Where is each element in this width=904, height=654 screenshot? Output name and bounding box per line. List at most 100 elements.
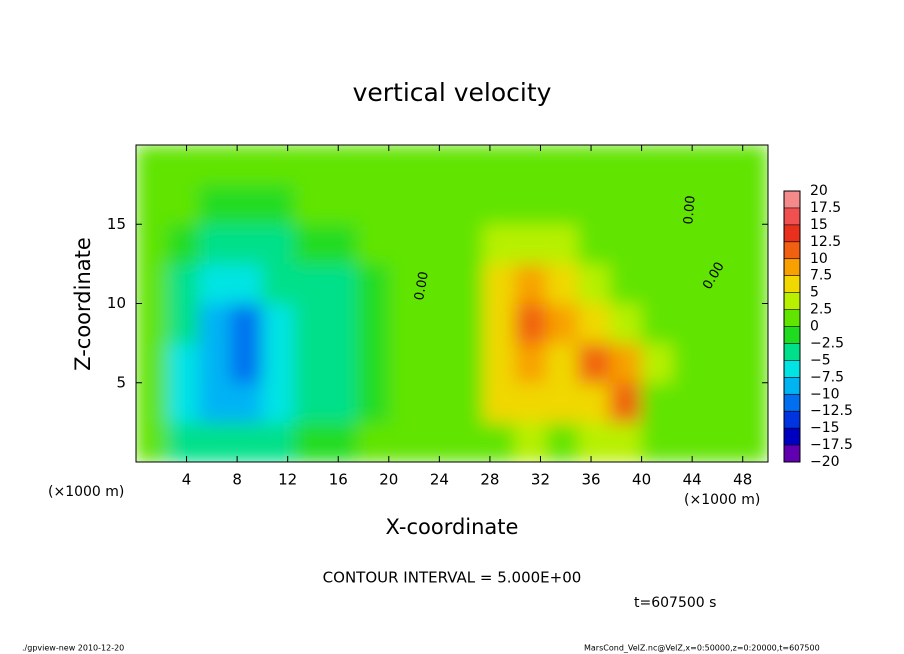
cell bbox=[735, 263, 768, 304]
cell bbox=[483, 421, 516, 462]
colorbar-band bbox=[784, 191, 800, 208]
cell bbox=[167, 223, 200, 265]
cell bbox=[641, 145, 674, 186]
colorbar-band bbox=[784, 309, 800, 327]
cell bbox=[735, 342, 768, 384]
cell bbox=[230, 184, 263, 225]
cell bbox=[356, 382, 390, 423]
cell bbox=[609, 342, 643, 384]
cell bbox=[704, 263, 737, 304]
cell bbox=[419, 382, 453, 423]
cell bbox=[356, 223, 390, 265]
cell bbox=[293, 382, 327, 423]
x-tick-label: 4 bbox=[182, 471, 192, 489]
cell bbox=[293, 421, 327, 462]
cell bbox=[704, 303, 737, 344]
axes: 4 8 12 16 20 24 28 32 36 40 44 48510152017.51512.51… bbox=[107, 145, 853, 489]
cell bbox=[167, 263, 200, 304]
cell bbox=[641, 421, 674, 462]
colorbar-label: 7.5 bbox=[810, 268, 832, 284]
colorbar-label: −12.5 bbox=[810, 403, 853, 419]
colorbar-band bbox=[784, 377, 800, 395]
cell bbox=[388, 421, 421, 462]
colorbar-label: 12.5 bbox=[810, 234, 841, 250]
x-tick-label: 36 bbox=[581, 471, 600, 489]
cell bbox=[609, 145, 643, 186]
cell bbox=[672, 421, 706, 462]
y-tick-label: 15 bbox=[107, 215, 126, 233]
contour-label: 0.00 bbox=[681, 195, 698, 225]
cell bbox=[514, 223, 548, 265]
cell bbox=[451, 263, 485, 304]
cell bbox=[483, 223, 516, 265]
cell bbox=[672, 382, 706, 423]
cell bbox=[167, 145, 200, 186]
cell bbox=[735, 145, 768, 186]
colorbar-band bbox=[784, 360, 800, 378]
cell bbox=[609, 421, 643, 462]
colorbar-band bbox=[784, 428, 800, 446]
cell bbox=[230, 342, 263, 384]
cell bbox=[325, 342, 358, 384]
cell bbox=[514, 342, 548, 384]
cell bbox=[356, 421, 390, 462]
colorbar-band bbox=[784, 292, 800, 310]
cell bbox=[735, 421, 768, 462]
cell bbox=[609, 263, 643, 304]
colorbar-band bbox=[784, 394, 800, 412]
cell bbox=[136, 342, 169, 384]
cell bbox=[546, 145, 579, 186]
x-tick-label: 44 bbox=[683, 471, 702, 489]
cell bbox=[198, 342, 232, 384]
x-unit: (×1000 m) bbox=[684, 492, 760, 508]
cell bbox=[198, 303, 232, 344]
colorbar-band bbox=[784, 241, 800, 259]
cell bbox=[609, 382, 643, 423]
cell bbox=[261, 303, 295, 344]
colorbar-label: 10 bbox=[810, 251, 828, 267]
contour-label: 0.00 bbox=[412, 270, 432, 301]
colorbar-label: −10 bbox=[810, 386, 840, 402]
colorbar-label: 0 bbox=[810, 319, 819, 335]
cell bbox=[514, 184, 548, 225]
colorbar-band bbox=[784, 207, 800, 225]
cell bbox=[230, 303, 263, 344]
cell bbox=[388, 382, 421, 423]
cell bbox=[704, 184, 737, 225]
colorbar-label: 17.5 bbox=[810, 200, 841, 216]
cell bbox=[704, 223, 737, 265]
colorbar-band bbox=[784, 258, 800, 276]
x-tick-label: 28 bbox=[480, 471, 499, 489]
cell bbox=[577, 184, 611, 225]
cell bbox=[546, 184, 579, 225]
cell bbox=[325, 263, 358, 304]
footer-right: MarsCond_VelZ.nc@VelZ,x=0:50000,z=0:2000… bbox=[584, 644, 820, 653]
y-tick-label: 5 bbox=[116, 373, 126, 391]
cell bbox=[735, 184, 768, 225]
colorbar-band bbox=[784, 275, 800, 293]
cell bbox=[451, 382, 485, 423]
colorbar-label: 15 bbox=[810, 217, 828, 233]
cell bbox=[293, 303, 327, 344]
cell bbox=[546, 263, 579, 304]
cell bbox=[293, 184, 327, 225]
cell bbox=[641, 263, 674, 304]
cell bbox=[641, 382, 674, 423]
cell bbox=[136, 145, 169, 186]
cell bbox=[325, 382, 358, 423]
cell bbox=[198, 184, 232, 225]
cell bbox=[451, 184, 485, 225]
cell bbox=[546, 223, 579, 265]
colorbar-label: 2.5 bbox=[810, 302, 832, 318]
field-clip bbox=[136, 145, 768, 462]
colorbar-label: −20 bbox=[810, 454, 840, 470]
cell bbox=[451, 421, 485, 462]
x-tick-label: 40 bbox=[632, 471, 651, 489]
cell bbox=[261, 145, 295, 186]
colorbar-label: −15 bbox=[810, 420, 840, 436]
cell bbox=[325, 145, 358, 186]
y-unit: (×1000 m) bbox=[48, 484, 124, 500]
cell bbox=[577, 342, 611, 384]
cell bbox=[230, 382, 263, 423]
cell bbox=[356, 263, 390, 304]
